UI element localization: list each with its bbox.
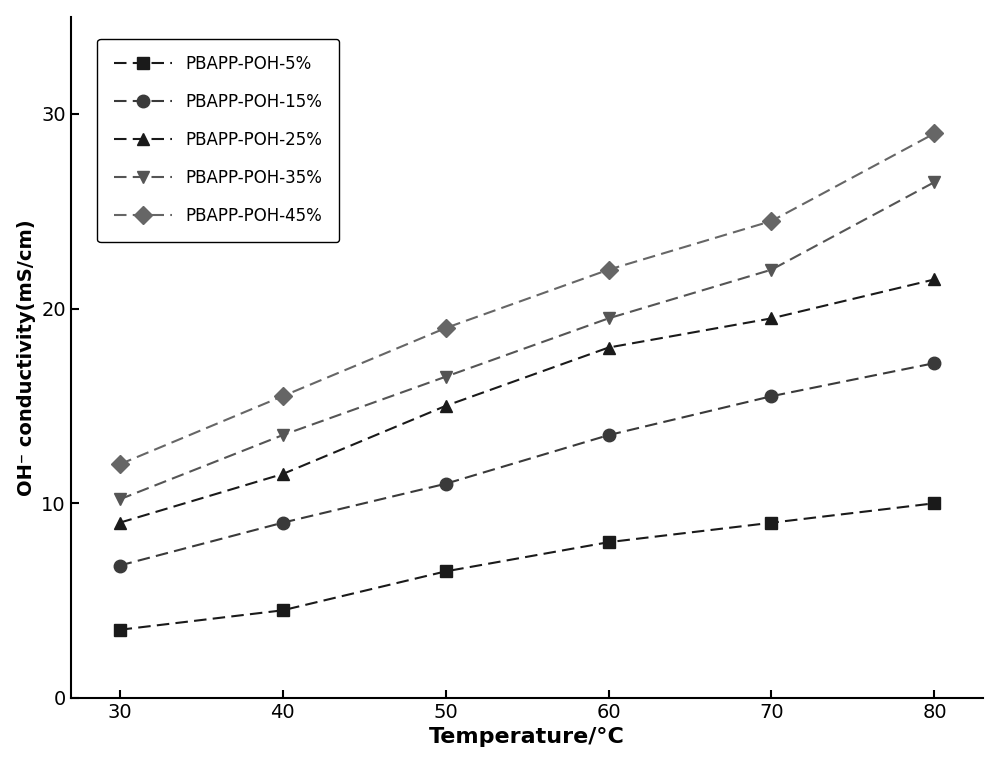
PBAPP-POH-15% [928,358,940,367]
Y-axis label: OH⁻ conductivity(mS/cm): OH⁻ conductivity(mS/cm) [17,219,36,496]
PBAPP-POH-15% [765,392,777,401]
PBAPP-POH-25% [603,343,615,352]
PBAPP-POH-25% [765,314,777,323]
Line: PBAPP-POH-5%: PBAPP-POH-5% [113,497,941,636]
PBAPP-POH-45% [765,216,777,225]
PBAPP-POH-35% [440,372,452,381]
PBAPP-POH-35% [765,265,777,274]
Line: PBAPP-POH-25%: PBAPP-POH-25% [113,274,941,529]
PBAPP-POH-15% [603,431,615,440]
PBAPP-POH-5% [277,606,289,615]
PBAPP-POH-5% [603,538,615,547]
PBAPP-POH-35% [277,431,289,440]
PBAPP-POH-5% [928,499,940,508]
PBAPP-POH-15% [440,479,452,488]
PBAPP-POH-25% [114,518,126,527]
PBAPP-POH-45% [114,460,126,469]
PBAPP-POH-35% [114,495,126,504]
PBAPP-POH-35% [603,314,615,323]
PBAPP-POH-15% [114,561,126,570]
PBAPP-POH-5% [114,625,126,634]
PBAPP-POH-45% [603,265,615,274]
Line: PBAPP-POH-45%: PBAPP-POH-45% [113,127,941,471]
PBAPP-POH-25% [928,275,940,284]
PBAPP-POH-45% [928,129,940,138]
Line: PBAPP-POH-15%: PBAPP-POH-15% [113,357,941,571]
Line: PBAPP-POH-35%: PBAPP-POH-35% [113,176,941,506]
X-axis label: Temperature/°C: Temperature/°C [429,727,625,747]
PBAPP-POH-25% [440,401,452,410]
PBAPP-POH-5% [765,518,777,527]
Legend: PBAPP-POH-5%, PBAPP-POH-15%, PBAPP-POH-25%, PBAPP-POH-35%, PBAPP-POH-45%: PBAPP-POH-5%, PBAPP-POH-15%, PBAPP-POH-2… [97,39,339,242]
PBAPP-POH-45% [277,392,289,401]
PBAPP-POH-45% [440,323,452,332]
PBAPP-POH-15% [277,518,289,527]
PBAPP-POH-35% [928,177,940,186]
PBAPP-POH-25% [277,470,289,479]
PBAPP-POH-5% [440,567,452,576]
